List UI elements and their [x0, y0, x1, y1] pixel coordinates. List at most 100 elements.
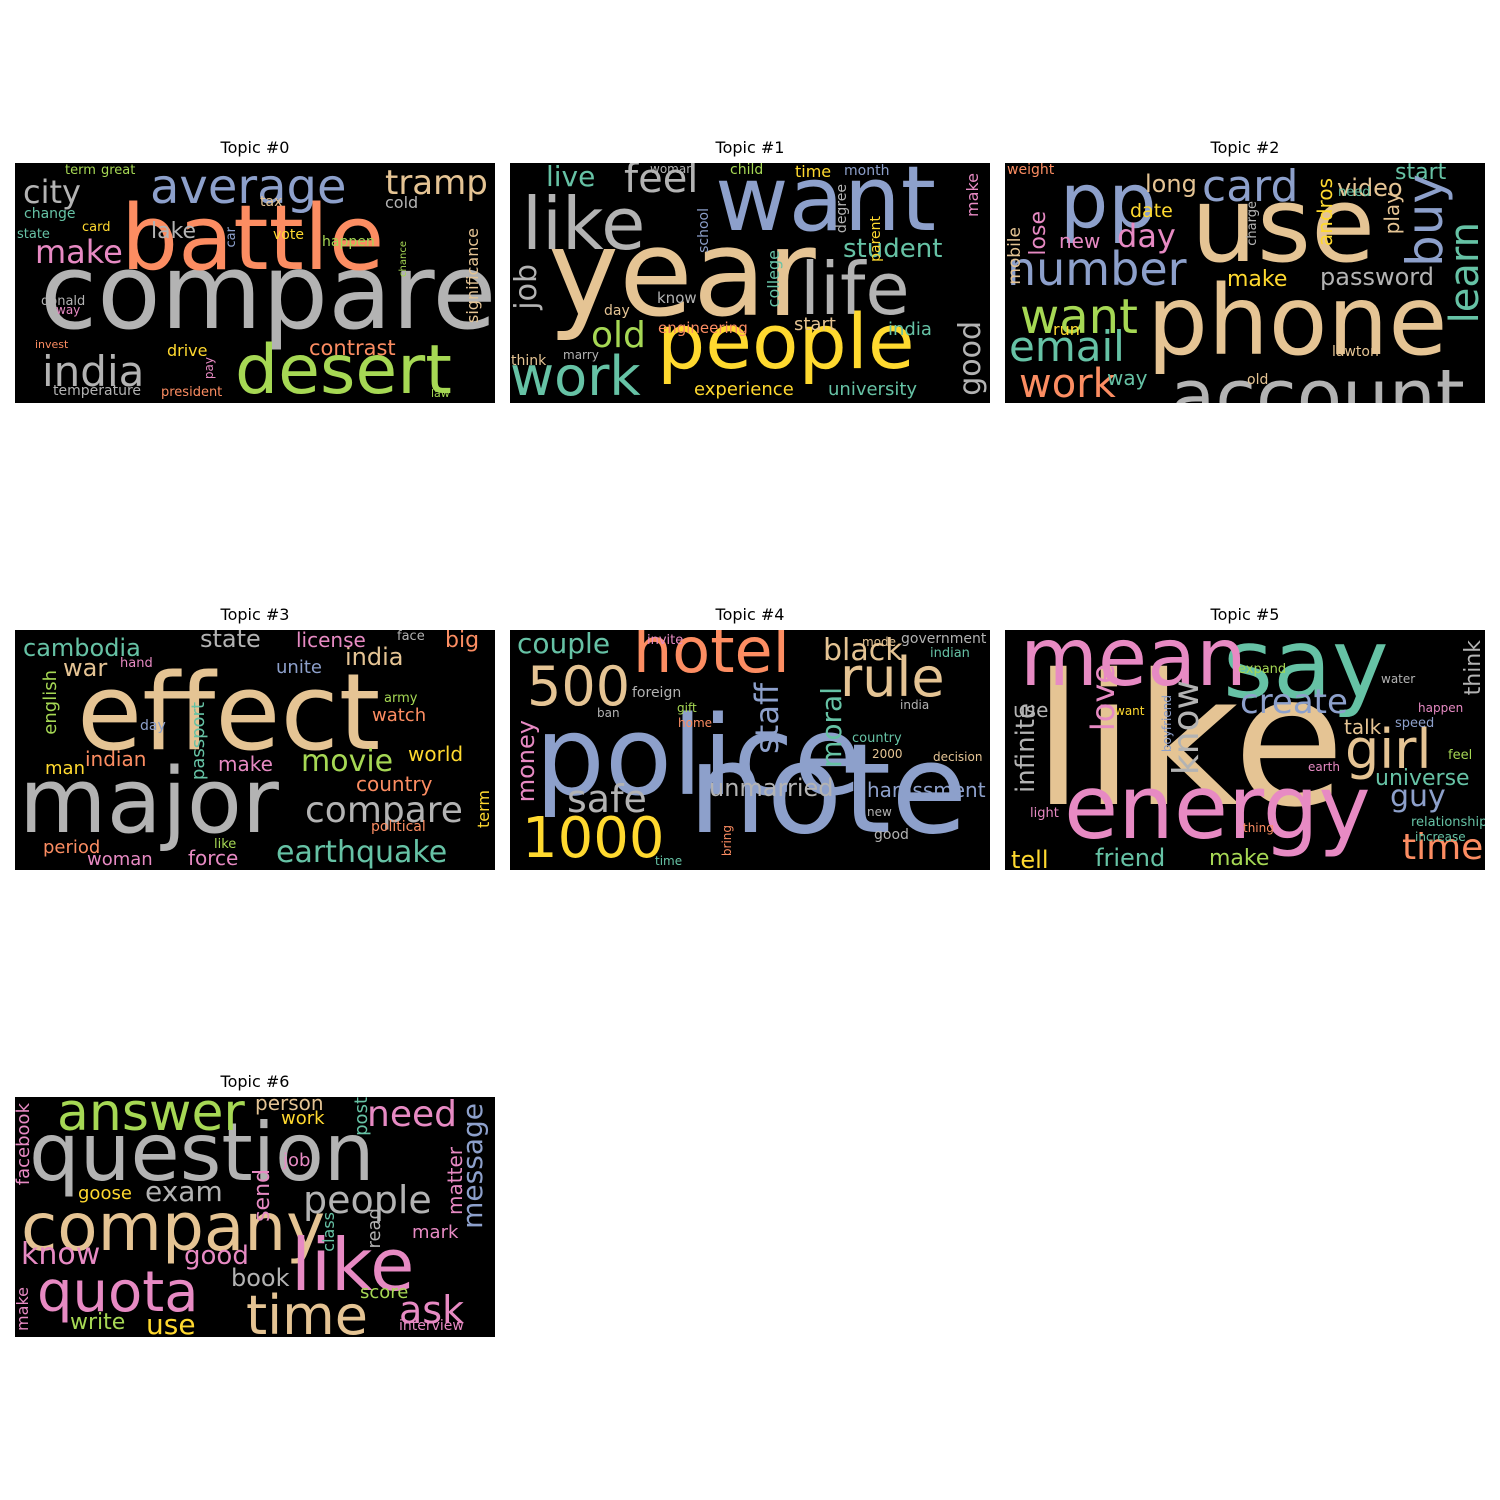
cloud-word: need	[1338, 185, 1371, 200]
cloud-word: feel	[624, 163, 699, 202]
cloud-word: video	[1337, 174, 1403, 202]
cloud-word: hotel	[633, 630, 790, 687]
cloud-word: major	[19, 749, 279, 854]
cloud-word: say	[1223, 630, 1389, 720]
cloud-word: work	[1019, 361, 1116, 403]
cloud-word: facebook	[15, 1103, 34, 1186]
cloud-word: feel	[1448, 748, 1473, 763]
cloud-word: degree	[834, 184, 850, 234]
cloud-word: day	[1117, 217, 1176, 255]
cloud-word: like	[214, 837, 237, 852]
cloud-word: use	[1191, 164, 1376, 286]
panel-title: Topic #4	[715, 605, 785, 624]
cloud-word: country	[356, 772, 433, 796]
cloud-word: term	[65, 163, 96, 178]
cloud-word: work	[510, 345, 641, 404]
cloud-word: vote	[273, 227, 304, 243]
cloud-word: play	[1380, 192, 1404, 235]
cloud-word: learn	[1442, 222, 1485, 324]
cloud-word: marry	[563, 348, 599, 362]
cloud-word: quota	[37, 1260, 199, 1325]
cloud-word: work	[281, 1108, 325, 1129]
cloud-word: speed	[1395, 716, 1435, 731]
cloud-word: company	[21, 1189, 326, 1266]
cloud-word: day	[140, 718, 166, 734]
cloud-word: note	[688, 718, 968, 862]
cloud-word: average	[150, 163, 347, 215]
cloud-word: create	[1240, 682, 1348, 722]
cloud-word: earthquake	[276, 835, 448, 870]
cloud-word: matter	[443, 1147, 467, 1215]
cloud-word: day	[604, 303, 630, 319]
cloud-word: card	[1202, 163, 1299, 212]
cloud-word: light	[1030, 806, 1059, 821]
cloud-word: government	[901, 631, 987, 647]
cloud-word: love	[1084, 664, 1122, 732]
cloud-word: andros	[1313, 178, 1337, 247]
cloud-word: old	[591, 315, 646, 356]
cloud-word: change	[24, 206, 76, 222]
cloud-word: woman	[87, 849, 153, 870]
cloud-word: invest	[35, 338, 69, 351]
cloud-word: know	[1166, 680, 1207, 776]
cloud-word: face	[397, 630, 425, 644]
cloud-word: post	[351, 1097, 372, 1136]
cloud-word: way	[56, 303, 81, 317]
cloud-word: earth	[1308, 760, 1340, 774]
cloud-word: account	[1170, 354, 1465, 403]
cloud-word: number	[1007, 242, 1187, 296]
cloud-word: movie	[301, 744, 394, 779]
cloud-word: book	[231, 1264, 290, 1292]
cloud-word: passport	[188, 702, 209, 781]
cloud-word: start	[794, 314, 836, 335]
cloud-word: india	[900, 698, 930, 712]
cloud-word: long	[1145, 170, 1197, 198]
cloud-word: significance	[463, 228, 482, 323]
word-cloud: like say mean energy girl create love know time g…	[1005, 630, 1485, 870]
cloud-word: tax	[260, 194, 283, 210]
cloud-word: thing	[1243, 821, 1274, 835]
cloud-word: political	[371, 819, 426, 835]
cloud-word: period	[43, 837, 101, 858]
cloud-word: engineering	[658, 319, 748, 337]
cloud-word: great	[101, 163, 136, 178]
cloud-word: woman	[650, 163, 694, 176]
cloud-word: card	[82, 220, 111, 235]
cloud-word: state	[17, 227, 50, 242]
cloud-word: energy	[1064, 756, 1371, 859]
cloud-word: want	[1115, 704, 1145, 718]
cloud-word: universe	[1375, 766, 1470, 791]
cloud-word: war	[63, 654, 108, 682]
panel-title: Topic #6	[220, 1072, 290, 1091]
cloud-word: live	[546, 163, 596, 193]
cloud-word: need	[367, 1097, 457, 1135]
cloud-word: license	[296, 630, 366, 652]
cloud-word: password	[1320, 263, 1434, 291]
cloud-word: india	[42, 347, 145, 396]
cloud-word: lawton	[1332, 344, 1379, 360]
cloud-word: tell	[1011, 846, 1049, 870]
cloud-word: cambodia	[23, 634, 141, 662]
cloud-word: money	[512, 720, 540, 803]
cloud-word: ask	[399, 1288, 465, 1332]
cloud-word: army	[384, 691, 418, 706]
word-cloud: police note hotel rule 500 1000 safe couple blac…	[510, 630, 990, 870]
cloud-word: question	[29, 1106, 375, 1199]
cloud-word: happen	[1418, 701, 1464, 715]
cloud-word: battle	[121, 186, 385, 291]
cloud-word: watch	[372, 705, 427, 726]
cloud-word: think	[1461, 640, 1485, 696]
cloud-word: read	[364, 1208, 385, 1249]
cloud-word: effect	[77, 651, 381, 774]
cloud-word: expand	[1238, 662, 1287, 677]
cloud-word: phone	[1147, 265, 1448, 377]
cloud-word: talk	[1344, 715, 1382, 739]
cloud-word: term	[474, 790, 493, 828]
cloud-word: like	[522, 182, 646, 266]
cloud-word: goose	[78, 1183, 132, 1204]
cloud-word: time	[246, 1284, 369, 1338]
cloud-word: class	[319, 1212, 338, 1252]
cloud-word: start	[1395, 163, 1447, 185]
cloud-word: mobile	[1005, 227, 1025, 285]
